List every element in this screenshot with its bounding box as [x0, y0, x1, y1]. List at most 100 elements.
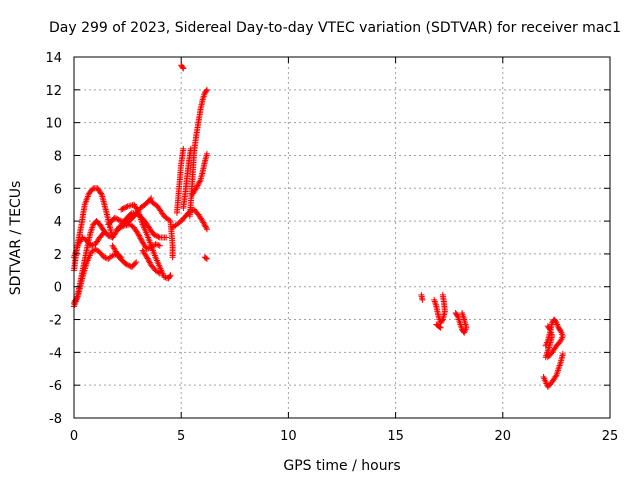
series-0: [71, 62, 566, 390]
x-tick-label: 15: [387, 429, 404, 444]
chart-title: Day 299 of 2023, Sidereal Day-to-day VTE…: [49, 20, 621, 36]
data-points: [71, 62, 566, 390]
data-point: [195, 181, 202, 188]
y-tick-label: 14: [45, 51, 62, 66]
data-point: [136, 233, 143, 240]
data-point: [144, 255, 151, 262]
data-point: [89, 242, 96, 249]
data-track: [173, 145, 187, 216]
data-point: [556, 326, 563, 333]
data-point: [203, 86, 210, 93]
data-point: [552, 318, 559, 325]
data-point: [150, 231, 157, 238]
data-point: [145, 245, 152, 252]
data-point: [151, 231, 158, 238]
x-tick-label: 5: [177, 429, 185, 444]
x-tick-label: 20: [495, 429, 512, 444]
y-tick-label: -4: [49, 346, 62, 361]
data-track: [71, 245, 125, 310]
data-point: [196, 178, 203, 185]
data-point: [136, 232, 143, 239]
data-point: [98, 190, 105, 197]
data-point: [101, 229, 108, 236]
y-tick-label: 2: [54, 248, 62, 263]
data-point: [145, 256, 152, 263]
data-point: [123, 203, 130, 210]
data-point: [203, 150, 210, 157]
y-tick-label: -6: [49, 379, 62, 394]
data-track: [169, 206, 210, 233]
data-track: [418, 291, 426, 303]
data-point: [419, 296, 426, 303]
data-point: [114, 216, 121, 223]
data-track: [431, 291, 448, 326]
data-point: [202, 223, 209, 230]
data-point: [156, 270, 163, 277]
data-point: [203, 226, 210, 233]
data-point: [88, 242, 95, 249]
data-track: [188, 150, 210, 198]
data-track: [540, 351, 566, 390]
data-point: [115, 225, 122, 232]
data-point: [137, 235, 144, 242]
data-point: [201, 222, 208, 229]
data-point: [155, 233, 162, 240]
data-point: [122, 260, 129, 267]
data-track: [109, 242, 140, 271]
data-point: [166, 273, 173, 280]
data-point: [138, 236, 145, 243]
data-point: [115, 216, 122, 223]
data-point: [113, 215, 120, 222]
y-tick-label: 10: [45, 117, 62, 132]
data-point: [179, 64, 186, 71]
data-point: [196, 179, 203, 186]
data-point: [101, 254, 108, 261]
data-point: [89, 186, 96, 193]
data-point: [194, 182, 201, 189]
data-track: [201, 254, 210, 262]
data-track: [180, 145, 194, 211]
data-track: [178, 62, 187, 72]
data-point: [439, 317, 446, 324]
axis-ticks: 0 5 10 15 20 25 -8 -6 -4 -2 0 2 4 6 8 10 12 14: [45, 51, 618, 444]
data-point: [169, 254, 176, 261]
data-point: [132, 260, 139, 267]
data-point: [111, 214, 118, 221]
y-tick-label: 8: [54, 149, 62, 164]
data-point: [559, 351, 566, 358]
data-point: [199, 218, 206, 225]
data-point: [135, 231, 142, 238]
data-point: [103, 255, 110, 262]
data-track: [118, 201, 174, 282]
data-point: [201, 220, 208, 227]
data-point: [146, 258, 153, 265]
data-point: [119, 205, 126, 212]
data-point: [167, 272, 174, 279]
data-point: [163, 234, 170, 241]
data-point: [99, 230, 106, 237]
data-track: [148, 198, 176, 261]
y-axis-label: SDTVAR / TECUs: [8, 181, 24, 296]
data-track: [139, 247, 163, 277]
data-point: [203, 87, 210, 94]
data-point: [161, 273, 168, 280]
data-point: [134, 206, 141, 213]
data-point: [155, 269, 162, 276]
data-point: [116, 217, 123, 224]
data-point: [544, 323, 551, 330]
data-point: [116, 224, 123, 231]
data-point: [155, 242, 162, 249]
data-track: [433, 321, 444, 331]
data-point: [552, 373, 559, 380]
data-point: [120, 205, 127, 212]
data-point: [152, 232, 159, 239]
y-tick-label: 4: [54, 215, 62, 230]
data-point: [153, 241, 160, 248]
data-point: [143, 245, 150, 252]
x-tick-label: 0: [70, 429, 78, 444]
x-tick-label: 25: [602, 429, 619, 444]
data-point: [193, 183, 200, 190]
data-point: [154, 233, 161, 240]
grid: [74, 57, 610, 418]
